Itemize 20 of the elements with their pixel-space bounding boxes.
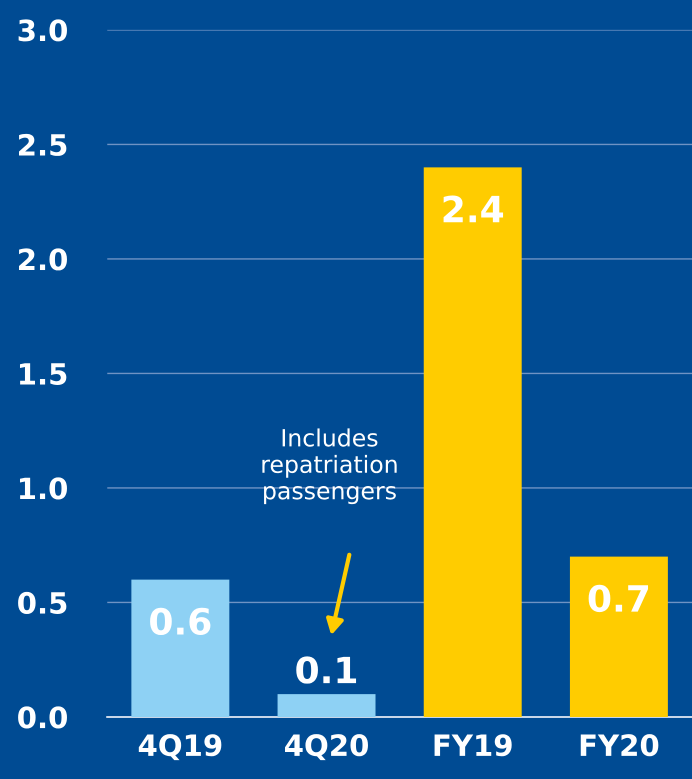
- bar: [570, 556, 668, 717]
- x-tick-label: FY20: [580, 734, 658, 756]
- bar: [131, 580, 230, 717]
- x-tick-label: FY19: [434, 734, 512, 756]
- data-label: 2.4: [444, 195, 504, 222]
- x-tick-label: 4Q19: [138, 734, 222, 760]
- bar: [278, 694, 376, 717]
- y-tick-label: 2.5: [19, 134, 66, 156]
- y-tick-label: 1.0: [20, 477, 67, 500]
- y-tick-label: 3.0: [18, 19, 67, 42]
- y-tick-label: 2.0: [19, 248, 67, 270]
- data-label: 0.7: [588, 584, 648, 612]
- y-tick-label: 0.5: [18, 592, 66, 614]
- y-tick-label: 1.5: [20, 363, 66, 385]
- y-tick-label: 0.0: [18, 706, 67, 728]
- annotation: Includes repatriation passengers: [262, 428, 397, 504]
- data-label: 0.1: [296, 656, 356, 684]
- data-label: 0.6: [150, 608, 210, 636]
- bar: [424, 167, 522, 717]
- x-tick-label: 4Q20: [285, 734, 368, 760]
